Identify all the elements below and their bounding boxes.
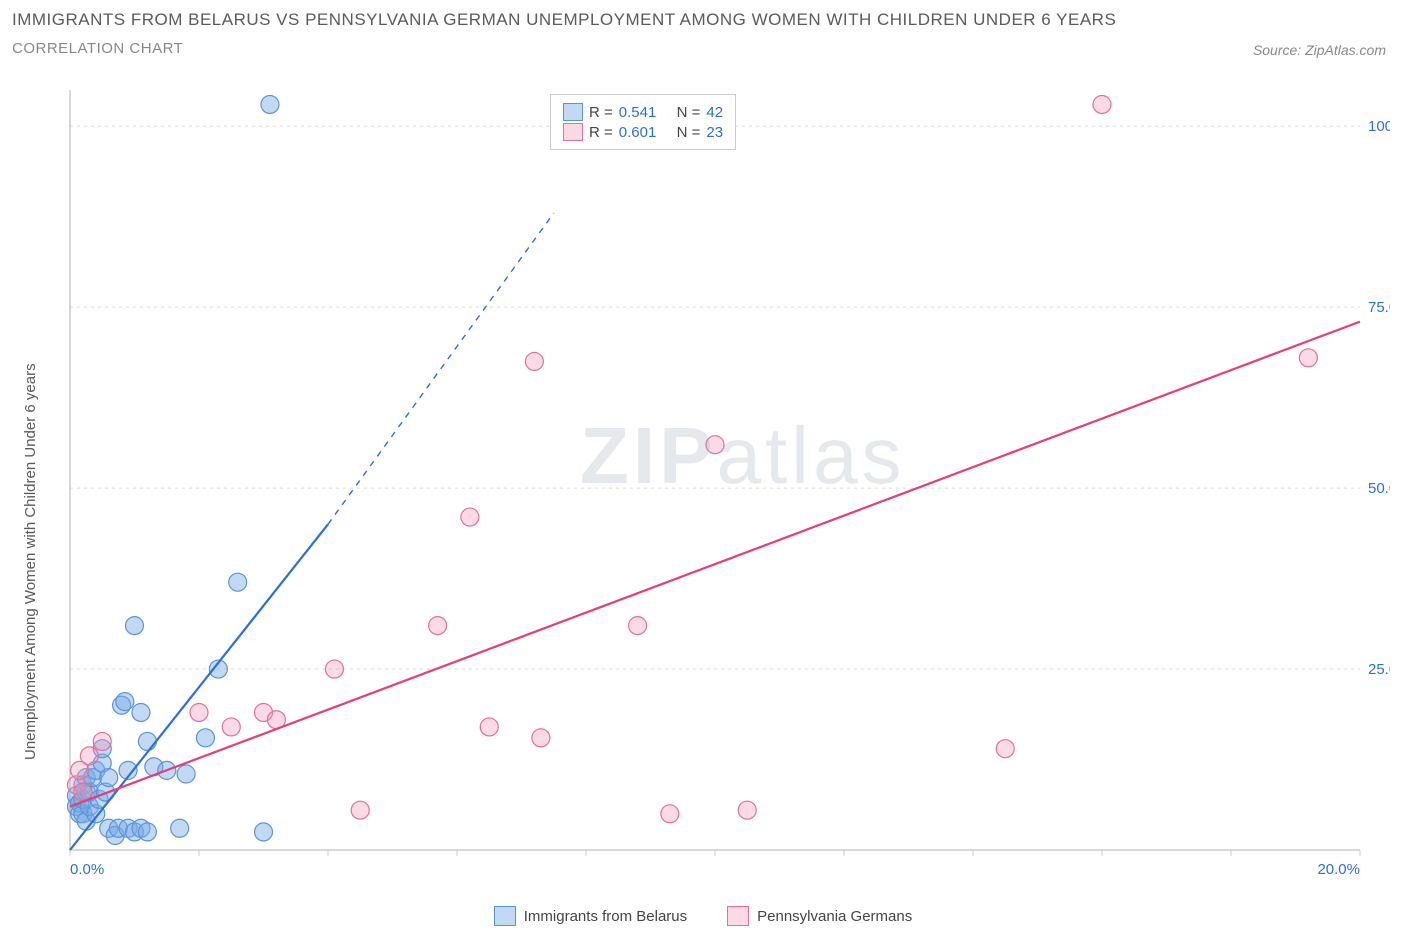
- svg-text:100.0%: 100.0%: [1368, 118, 1390, 135]
- legend-swatch: [563, 123, 583, 141]
- title-area: IMMIGRANTS FROM BELARUS VS PENNSYLVANIA …: [12, 10, 1394, 57]
- legend-n-label: N =: [677, 124, 701, 141]
- legend-n-value: 23: [706, 124, 723, 141]
- legend-swatch: [727, 906, 749, 926]
- chart-svg: 25.0% 50.0% 75.0% 100.0% 0.0% 20.0%: [50, 80, 1390, 880]
- legend-swatch: [563, 103, 583, 121]
- svg-text:25.0%: 25.0%: [1368, 661, 1390, 678]
- legend-r-value: 0.601: [619, 124, 657, 141]
- legend-r-label: R =: [589, 104, 613, 121]
- legend-n-label: N =: [677, 104, 701, 121]
- legend-r-value: 0.541: [619, 104, 657, 121]
- legend-swatch: [494, 906, 516, 926]
- legend-row: R = 0.541 N = 42: [563, 103, 723, 121]
- legend-row: R = 0.601 N = 23: [563, 123, 723, 141]
- correlation-chart: 25.0%50.0%75.0%100.0%0.0%20.0% ZIPatlas …: [50, 80, 1390, 880]
- source-attribution: Source: ZipAtlas.com: [1253, 42, 1386, 58]
- series-legend-item: Immigrants from Belarus: [494, 906, 687, 926]
- legend-series-label: Immigrants from Belarus: [524, 908, 687, 925]
- page-title: IMMIGRANTS FROM BELARUS VS PENNSYLVANIA …: [12, 10, 1394, 30]
- legend-series-label: Pennsylvania Germans: [757, 908, 912, 925]
- legend-box: R = 0.541 N = 42 R = 0.601 N = 23: [550, 94, 736, 150]
- svg-text:75.0%: 75.0%: [1368, 299, 1390, 316]
- series-legend: Immigrants from Belarus Pennsylvania Germ…: [0, 906, 1406, 926]
- y-axis-label: Unemployment Among Women with Children U…: [22, 363, 39, 760]
- svg-text:50.0%: 50.0%: [1368, 480, 1390, 497]
- svg-text:20.0%: 20.0%: [1317, 861, 1360, 878]
- page-subtitle: CORRELATION CHART: [12, 40, 1394, 57]
- svg-text:0.0%: 0.0%: [70, 861, 104, 878]
- series-legend-item: Pennsylvania Germans: [727, 906, 912, 926]
- legend-r-label: R =: [589, 124, 613, 141]
- legend-n-value: 42: [706, 104, 723, 121]
